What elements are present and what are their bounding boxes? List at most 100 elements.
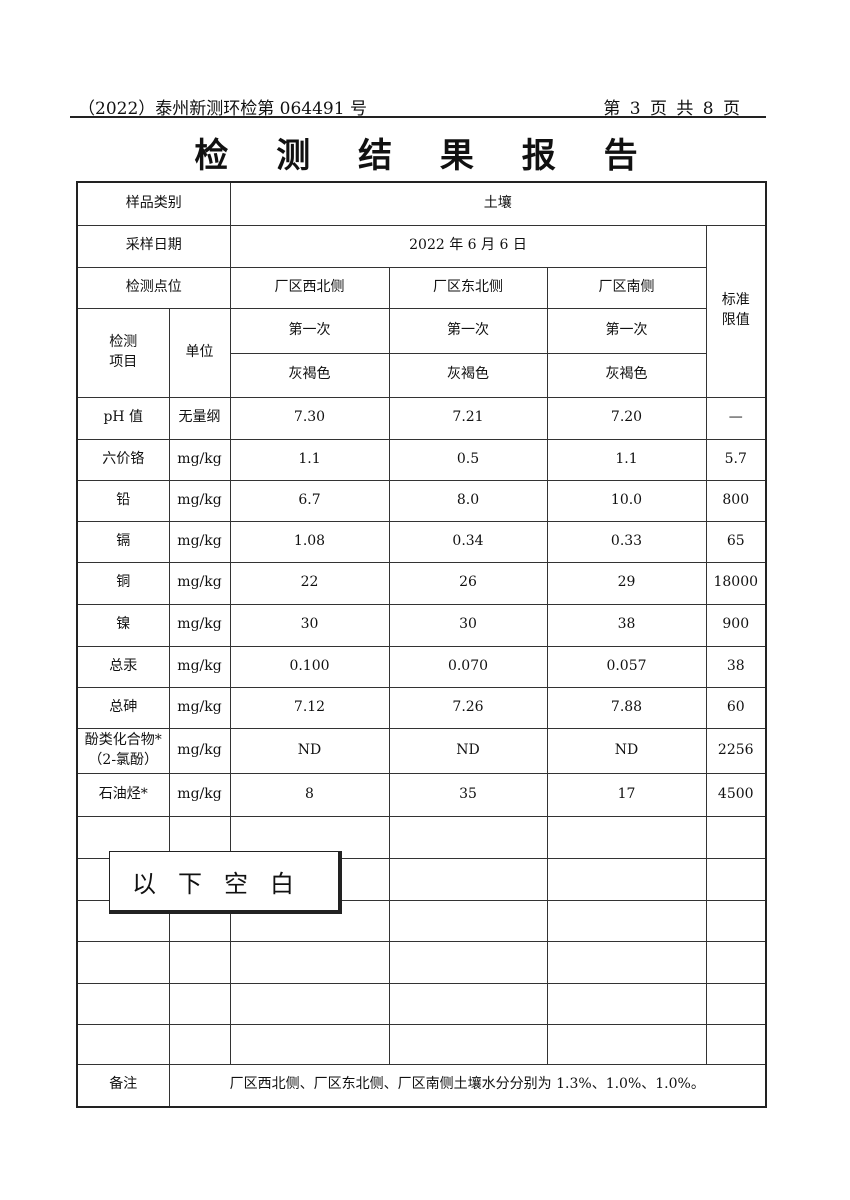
value-2: 8.0 <box>388 479 548 522</box>
value-1: 8 <box>229 772 390 817</box>
standard-value: 65 <box>705 520 767 563</box>
blank-cell <box>546 1023 707 1065</box>
point-3: 厂区南侧 <box>546 266 707 309</box>
blank-cell <box>388 1023 548 1065</box>
value-3: 1.1 <box>546 438 707 481</box>
blank-cell <box>229 1023 390 1065</box>
item-name: 镍 <box>76 603 170 647</box>
time-3: 第一次 <box>546 307 707 354</box>
color-3: 灰褐色 <box>546 352 707 398</box>
value-1: 1.08 <box>229 520 390 563</box>
table-row: 镍 mg/kg 30 30 38 900 <box>76 603 767 647</box>
remarks-text: 厂区西北侧、厂区东北侧、厂区南侧土壤水分分别为 1.3%、1.0%、1.0%。 <box>168 1063 767 1108</box>
point-2: 厂区东北侧 <box>388 266 548 309</box>
blank-cell <box>546 982 707 1025</box>
item-name: 六价铬 <box>76 438 170 481</box>
value-3: 29 <box>546 561 707 605</box>
standard-value: 4500 <box>705 772 767 817</box>
blank-cell <box>229 982 390 1025</box>
value-3: 17 <box>546 772 707 817</box>
value-2: 0.5 <box>388 438 548 481</box>
standard-value: 38 <box>705 645 767 688</box>
item-name: 总砷 <box>76 686 170 729</box>
value-2: 35 <box>388 772 548 817</box>
unit: mg/kg <box>168 645 231 688</box>
table-row: 六价铬 mg/kg 1.1 0.5 1.1 5.7 <box>76 438 767 481</box>
blank-cell <box>705 857 767 901</box>
blank-cell <box>168 1023 231 1065</box>
header-divider <box>70 116 766 118</box>
page-title: 检 测 结 果 报 告 <box>194 136 656 176</box>
blank-cell <box>168 940 231 984</box>
value-2: 7.26 <box>388 686 548 729</box>
blank-cell <box>705 940 767 984</box>
blank-cell <box>76 940 170 984</box>
unit: mg/kg <box>168 520 231 563</box>
value-3: ND <box>546 727 707 774</box>
sample-date: 2022 年 6 月 6 日 <box>229 224 707 268</box>
unit: mg/kg <box>168 561 231 605</box>
blank-cell <box>388 899 548 942</box>
item-label: 检测项目 <box>76 307 170 398</box>
sample-type: 土壤 <box>229 181 767 226</box>
value-1: 7.30 <box>229 396 390 440</box>
blank-cell <box>229 940 390 984</box>
standard-value: 2256 <box>705 727 767 774</box>
blank-cell <box>546 940 707 984</box>
value-1: 22 <box>229 561 390 605</box>
point-1: 厂区西北侧 <box>229 266 390 309</box>
blank-cell <box>388 940 548 984</box>
item-name: 铅 <box>76 479 170 522</box>
time-1: 第一次 <box>229 307 390 354</box>
date-label: 采样日期 <box>76 224 231 268</box>
value-1: 6.7 <box>229 479 390 522</box>
value-1: ND <box>229 727 390 774</box>
standard-value: 5.7 <box>705 438 767 481</box>
page-number: 第 3 页 共 8 页 <box>603 99 742 119</box>
standard-label: 标准限值 <box>705 224 767 398</box>
value-1: 0.100 <box>229 645 390 688</box>
value-1: 7.12 <box>229 686 390 729</box>
value-3: 0.057 <box>546 645 707 688</box>
unit: mg/kg <box>168 772 231 817</box>
point-label: 检测点位 <box>76 266 231 309</box>
value-3: 10.0 <box>546 479 707 522</box>
blank-cell <box>705 899 767 942</box>
item-name: 总汞 <box>76 645 170 688</box>
value-2: 26 <box>388 561 548 605</box>
table-row: pH 值无量纲 7.30 7.21 7.20— <box>76 396 767 440</box>
standard-value: 800 <box>705 479 767 522</box>
item-name: 酚类化合物*（2-氯酚） <box>76 727 170 774</box>
item-name: 石油烃* <box>76 772 170 817</box>
value-2: 30 <box>388 603 548 647</box>
blank-cell <box>76 982 170 1025</box>
table-row: 总砷 mg/kg 7.12 7.26 7.88 60 <box>76 686 767 729</box>
table-row: 铜 mg/kg 22 26 29 18000 <box>76 561 767 605</box>
blank-row <box>76 1023 767 1065</box>
unit: 无量纲 <box>168 396 231 440</box>
blank-cell <box>705 982 767 1025</box>
value-3: 7.88 <box>546 686 707 729</box>
value-1: 1.1 <box>229 438 390 481</box>
item-name: pH 值 <box>76 396 170 440</box>
standard-value: — <box>705 396 767 440</box>
unit: mg/kg <box>168 727 231 774</box>
table-row: 铅 mg/kg 6.7 8.0 10.0 800 <box>76 479 767 522</box>
item-name: 镉 <box>76 520 170 563</box>
unit-label: 单位 <box>168 307 231 398</box>
standard-value: 900 <box>705 603 767 647</box>
table-row: 镉 mg/kg 1.08 0.34 0.33 65 <box>76 520 767 563</box>
blank-cell <box>705 1023 767 1065</box>
value-2: 0.34 <box>388 520 548 563</box>
blank-below-stamp: 以下空白 <box>109 851 342 914</box>
blank-row <box>76 940 767 984</box>
table-row: 石油烃* mg/kg 8 35 17 4500 <box>76 772 767 817</box>
item-name: 铜 <box>76 561 170 605</box>
standard-value: 18000 <box>705 561 767 605</box>
value-2: 0.070 <box>388 645 548 688</box>
value-3: 38 <box>546 603 707 647</box>
blank-cell <box>388 982 548 1025</box>
unit: mg/kg <box>168 479 231 522</box>
blank-cell <box>388 815 548 859</box>
